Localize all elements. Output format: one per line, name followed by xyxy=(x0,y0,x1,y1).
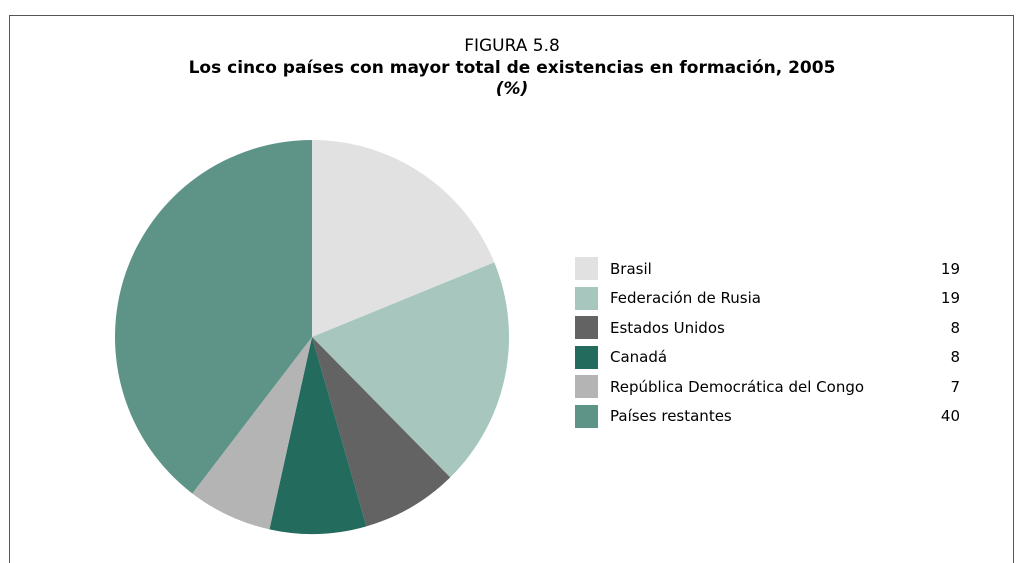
legend-item: Brasil 19 xyxy=(575,254,960,284)
pie-slice-2 xyxy=(312,337,451,527)
legend-value: 40 xyxy=(940,407,960,426)
chart-legend: Brasil 19 Federación de Rusia 19 Estados Uni… xyxy=(575,254,960,431)
pie-slice-4 xyxy=(192,337,312,530)
chart-title: Los cinco países con mayor total de exis… xyxy=(188,58,836,78)
legend-item: Países restantes 40 xyxy=(575,402,960,432)
legend-value: 7 xyxy=(950,377,960,396)
pie-slice-3 xyxy=(269,337,367,535)
chart-subtitle: (%) xyxy=(495,79,529,99)
legend-value: 19 xyxy=(940,259,960,278)
legend-label: Canadá xyxy=(610,348,668,367)
legend-label: Federación de Rusia xyxy=(610,289,761,308)
chart-frame xyxy=(9,15,1014,563)
legend-swatch xyxy=(575,286,598,310)
legend-item: Federación de Rusia 19 xyxy=(575,284,960,314)
legend-swatch xyxy=(575,375,598,399)
legend-swatch xyxy=(575,404,598,428)
figure-number: FIGURA 5.8 xyxy=(464,36,560,56)
legend-item: Estados Unidos 8 xyxy=(575,313,960,343)
pie-slice-0 xyxy=(312,140,495,337)
legend-label: Estados Unidos xyxy=(610,318,725,337)
legend-value: 8 xyxy=(950,348,960,367)
pie-slice-1 xyxy=(312,262,510,478)
legend-label: Países restantes xyxy=(610,407,732,426)
legend-item: República Democrática del Congo 7 xyxy=(575,372,960,402)
legend-label: Brasil xyxy=(610,259,652,278)
chart-title-block: FIGURA 5.8 Los cinco países con mayor to… xyxy=(0,36,1024,100)
legend-swatch xyxy=(575,316,598,340)
legend-swatch xyxy=(575,257,598,281)
legend-value: 8 xyxy=(950,318,960,337)
legend-value: 19 xyxy=(940,289,960,308)
legend-swatch xyxy=(575,345,598,369)
legend-item: Canadá 8 xyxy=(575,343,960,373)
legend-label: República Democrática del Congo xyxy=(610,377,865,396)
pie-slice-5 xyxy=(114,140,312,494)
